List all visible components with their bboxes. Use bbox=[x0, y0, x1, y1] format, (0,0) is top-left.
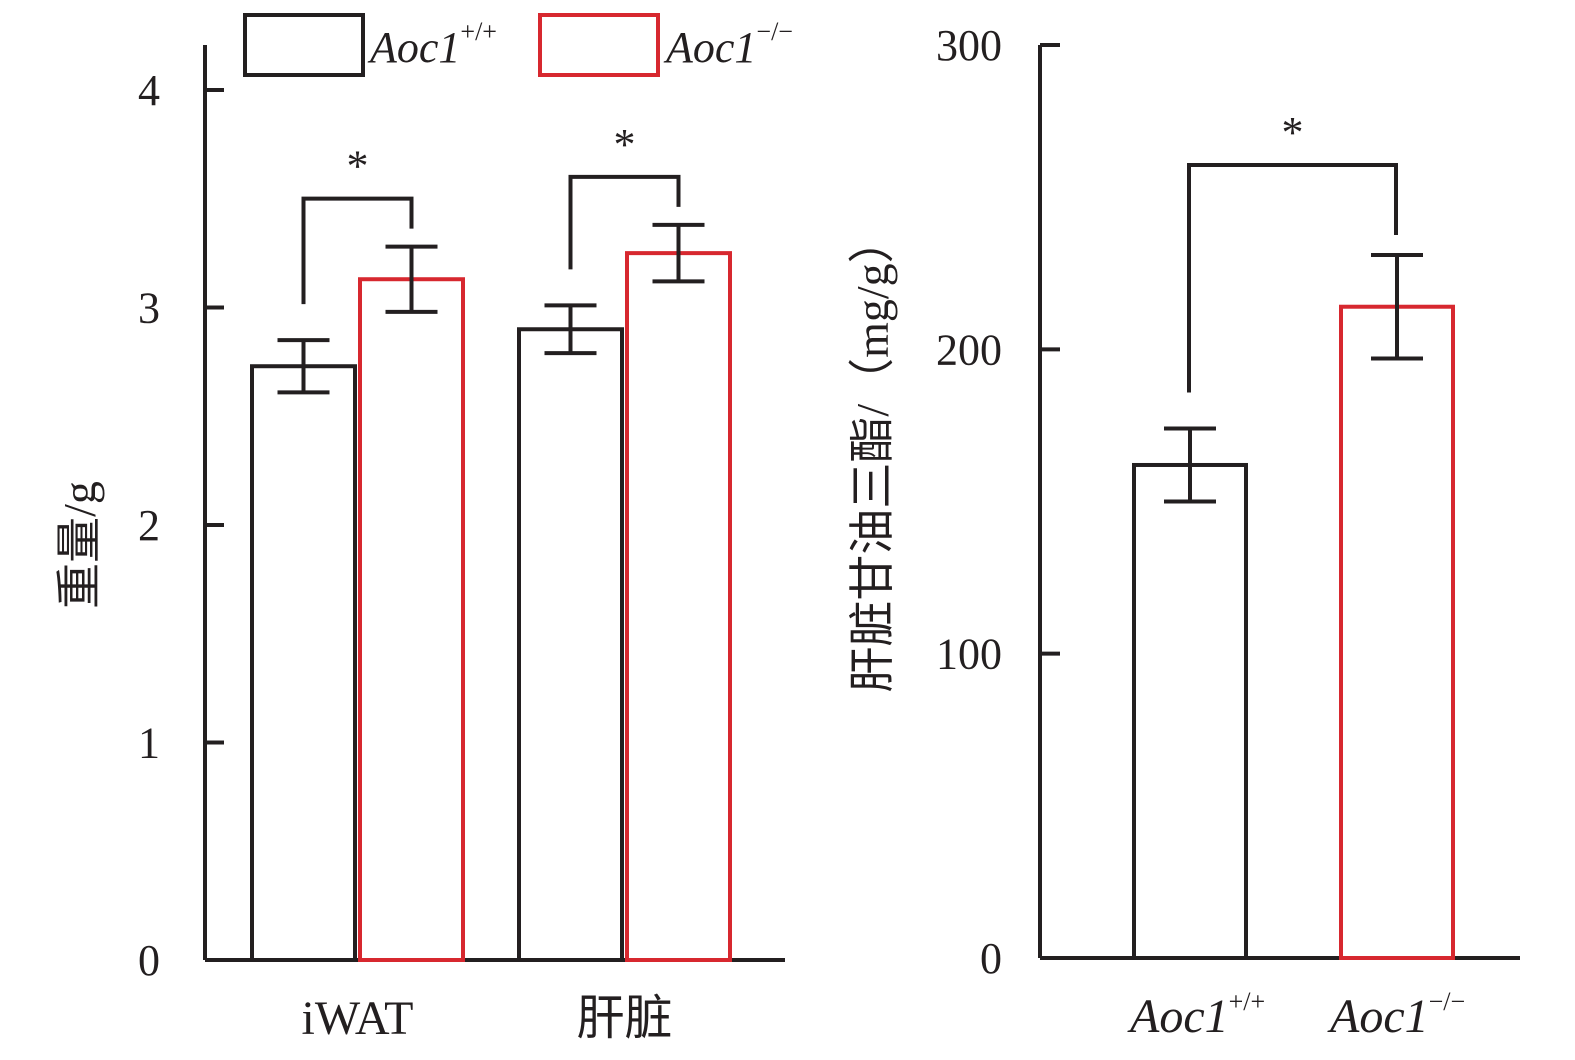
chart1-y-tick-label: 1 bbox=[138, 719, 160, 768]
chart1-y-tick-label: 2 bbox=[138, 501, 160, 550]
legend-swatch-wildtype bbox=[243, 13, 365, 77]
chart1-bar bbox=[625, 251, 732, 962]
chart2-y-ticks: 0 100 200 300 bbox=[936, 21, 1060, 983]
chart2-significance-star: * bbox=[1282, 108, 1304, 157]
chart2-significance-bracket bbox=[1187, 162, 1398, 393]
legend-swatch-knockout bbox=[538, 13, 660, 77]
chart1-significance-bracket bbox=[301, 196, 414, 305]
chart1-bars: * * bbox=[250, 120, 732, 963]
chart2-bar bbox=[1339, 304, 1455, 960]
chart1-bar bbox=[517, 327, 624, 962]
chart2-y-tick-label: 100 bbox=[936, 630, 1002, 679]
chart1-bar bbox=[250, 364, 357, 963]
legend: Aoc1+/+ Aoc1−/− bbox=[243, 13, 793, 77]
chart1-bar bbox=[358, 277, 465, 963]
chart1-y-tick-label: 3 bbox=[138, 284, 160, 333]
chart2-y-axis-label: 肝脏甘油三酯/（mg/g） bbox=[847, 217, 898, 692]
chart1-y-tick-label: 4 bbox=[138, 66, 160, 115]
chart1-x-tick-label: 肝脏 bbox=[576, 992, 672, 1045]
chart2-x-tick-label-wildtype: Aoc1+/+ bbox=[1127, 987, 1265, 1043]
chart2-bar bbox=[1132, 462, 1248, 960]
chart2-y-tick-label: 300 bbox=[936, 21, 1002, 70]
chart2-bars: * bbox=[1132, 108, 1455, 960]
chart1-y-axis-label: 重量/g bbox=[54, 481, 105, 609]
chart1-y-ticks: 0 1 2 3 4 bbox=[138, 66, 224, 985]
chart1-y-tick-label: 0 bbox=[138, 936, 160, 985]
chart2-y-tick-label: 200 bbox=[936, 325, 1002, 374]
legend-label-wildtype: Aoc1+/+ bbox=[367, 17, 497, 72]
chart2-y-tick-label: 0 bbox=[980, 934, 1002, 983]
chart1-significance-bracket bbox=[568, 174, 681, 270]
chart1-x-tick-label: iWAT bbox=[302, 992, 414, 1045]
chart1-significance-star: * bbox=[614, 120, 636, 169]
chart1-x-tick-labels: iWAT 肝脏 bbox=[302, 992, 673, 1045]
legend-label-knockout: Aoc1−/− bbox=[663, 17, 793, 72]
chart1-significance-star: * bbox=[347, 142, 369, 191]
chart2-x-tick-label-knockout: Aoc1−/− bbox=[1327, 987, 1465, 1043]
liver-triglyceride-bar-chart: 0 100 200 300 * 肝脏甘油三酯/（mg/g） Aoc1+/+ Aoc1−… bbox=[847, 21, 1520, 1043]
